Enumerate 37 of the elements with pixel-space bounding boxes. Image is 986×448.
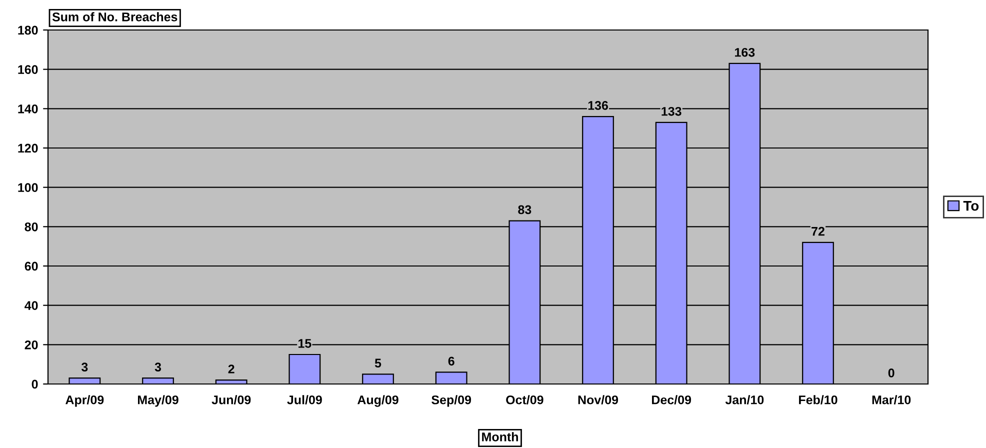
y-axis-title: Sum of No. Breaches <box>52 12 178 22</box>
y-tick-label: 120 <box>18 144 38 153</box>
x-tick-label: Jun/09 <box>212 395 251 404</box>
data-label: 133 <box>662 106 682 116</box>
x-tick-label: Jan/10 <box>725 395 764 404</box>
y-tick-label: 20 <box>24 340 38 350</box>
y-tick-label: 100 <box>18 183 38 192</box>
data-label: 3 <box>81 362 88 372</box>
data-label: 15 <box>298 339 312 348</box>
x-tick-label: Nov/09 <box>578 395 618 404</box>
y-tick-label: 0 <box>32 380 38 389</box>
x-tick-label: May/09 <box>138 395 178 407</box>
y-tick-label: 180 <box>18 26 38 35</box>
x-tick-label: Feb/10 <box>799 395 838 404</box>
y-tick-label: 80 <box>24 222 38 232</box>
x-tick-label: Aug/09 <box>357 395 398 407</box>
x-tick-label: Mar/10 <box>872 395 911 404</box>
y-tick-label: 60 <box>24 262 38 271</box>
data-label: 2 <box>228 364 234 374</box>
data-label: 3 <box>154 362 162 372</box>
data-label: 72 <box>812 226 824 236</box>
x-tick-label: Dec/09 <box>652 395 692 404</box>
data-label: 6 <box>448 356 454 366</box>
x-axis-title: Month <box>482 432 518 442</box>
x-tick-label: Jul/09 <box>287 395 322 404</box>
data-label: 83 <box>518 205 532 214</box>
data-label: 5 <box>374 358 382 368</box>
legend-label: To <box>963 201 979 211</box>
x-tick-label: Sep/09 <box>432 395 472 407</box>
data-label: 0 <box>888 368 894 378</box>
x-tick-label: Oct/09 <box>506 395 544 404</box>
data-label: 163 <box>735 48 755 57</box>
y-tick-label: 140 <box>18 104 38 114</box>
x-tick-label: Apr/09 <box>66 395 104 407</box>
data-label: 136 <box>588 101 608 110</box>
y-tick-label: 40 <box>24 301 38 310</box>
y-tick-label: 160 <box>18 65 38 74</box>
